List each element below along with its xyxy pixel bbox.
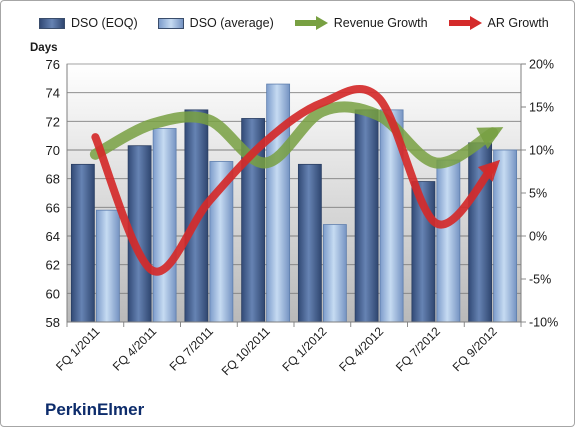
y2-tick-label-2: 0%: [529, 230, 547, 244]
legend-item-dso-average: DSO (average): [157, 16, 274, 30]
y-tick-label-70: 70: [46, 143, 60, 158]
x-tick-label-6: FQ 7/2012: [393, 324, 443, 374]
legend-item-revenue-growth: Revenue Growth: [294, 16, 428, 30]
x-tick-label-7: FQ 9/2012: [450, 324, 500, 374]
legend-label-ar-growth: AR Growth: [487, 16, 549, 30]
legend-swatch-dso-eoq: [39, 17, 65, 29]
y-tick-label-62: 62: [46, 258, 60, 273]
bar-dso-eoq-5: [354, 109, 379, 323]
y-tick-label-66: 66: [46, 200, 60, 215]
legend-item-dso-eoq: DSO (EOQ): [39, 16, 138, 30]
y2-tick-label-3: 5%: [529, 187, 547, 201]
bar-layer: [70, 83, 518, 323]
x-tick-label-5: FQ 4/2012: [336, 324, 386, 374]
y2-tick-label-0: -10%: [529, 316, 558, 330]
y-tick-label-76: 76: [46, 57, 60, 72]
x-tick-label-0: FQ 1/2011: [53, 324, 103, 374]
bar-dso-eoq-4: [297, 163, 322, 323]
bar-dso-average-6: [436, 159, 461, 323]
legend-arrow-ar-growth: [448, 16, 482, 30]
y2-tick-label-6: 20%: [529, 58, 554, 72]
bar-dso-average-0: [95, 209, 120, 323]
brand-label: PerkinElmer: [45, 400, 145, 419]
legend-item-ar-growth: AR Growth: [448, 16, 549, 30]
line-ar-growth: [91, 85, 501, 276]
y2-tick-label-1: -5%: [529, 273, 551, 287]
legend-label-dso-eoq: DSO (EOQ): [71, 16, 138, 30]
legend-swatch-dso-average: [157, 17, 184, 29]
y-tick-label-74: 74: [46, 86, 60, 101]
x-tick-label-3: FQ 10/2011: [219, 324, 273, 378]
bar-dso-average-7: [493, 149, 518, 323]
y2-tick-label-5: 15%: [529, 101, 554, 115]
x-tick-label-2: FQ 7/2011: [167, 324, 217, 374]
legend-label-dso-average: DSO (average): [189, 16, 274, 30]
bar-dso-average-1: [152, 128, 177, 323]
line-layer: [89, 85, 504, 276]
bar-dso-eoq-0: [70, 163, 95, 323]
bar-dso-average-4: [322, 224, 347, 323]
legend: DSO (EOQ) DSO (average) Revenue Growth A…: [39, 16, 569, 30]
y-tick-label-60: 60: [46, 286, 60, 301]
y-tick-label-72: 72: [46, 114, 60, 129]
y2-tick-label-4: 10%: [529, 144, 554, 158]
x-tick-label-1: FQ 4/2011: [110, 324, 160, 374]
y-tick-label-64: 64: [46, 229, 60, 244]
y-tick-label-68: 68: [46, 172, 60, 187]
line-revenue-growth: [89, 101, 504, 169]
x-tick-label-4: FQ 1/2012: [280, 324, 330, 374]
legend-arrow-revenue-growth: [294, 16, 328, 30]
y-tick-label-58: 58: [46, 315, 60, 330]
legend-label-revenue-growth: Revenue Growth: [333, 16, 428, 30]
y-axis-unit-label: Days: [30, 42, 58, 54]
